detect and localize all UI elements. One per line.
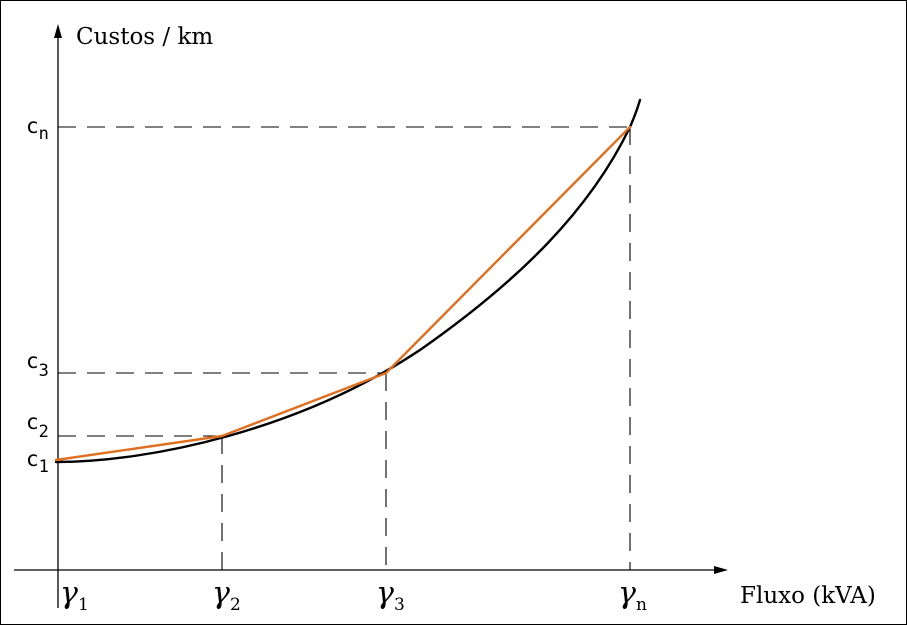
- y-axis-title: Custos / km: [76, 24, 213, 50]
- cost-label-c1: c1: [26, 447, 49, 477]
- cost-curve: [54, 98, 642, 464]
- piecewise-linear-approximation: [54, 125, 632, 462]
- cost-label-c3: c3: [26, 349, 49, 381]
- axes: [14, 24, 728, 608]
- flow-label-gamma1: γ1: [60, 576, 89, 615]
- flow-label-gamman: γn: [618, 576, 647, 615]
- cost-label-c2: c2: [26, 410, 49, 442]
- y-axis-arrowhead: [54, 24, 62, 38]
- flow-tick-labels: γ1 γ2 γ3 γn: [60, 576, 647, 615]
- x-axis-arrowhead: [714, 566, 728, 574]
- cost-tick-labels: cn c3 c2 c1: [26, 114, 49, 477]
- flow-label-gamma2: γ2: [212, 576, 241, 615]
- cost-label-cn: cn: [26, 114, 49, 144]
- flow-label-gamma3: γ3: [376, 576, 405, 615]
- x-axis-title: Fluxo (kVA): [740, 583, 876, 609]
- guide-lines: [58, 126, 631, 570]
